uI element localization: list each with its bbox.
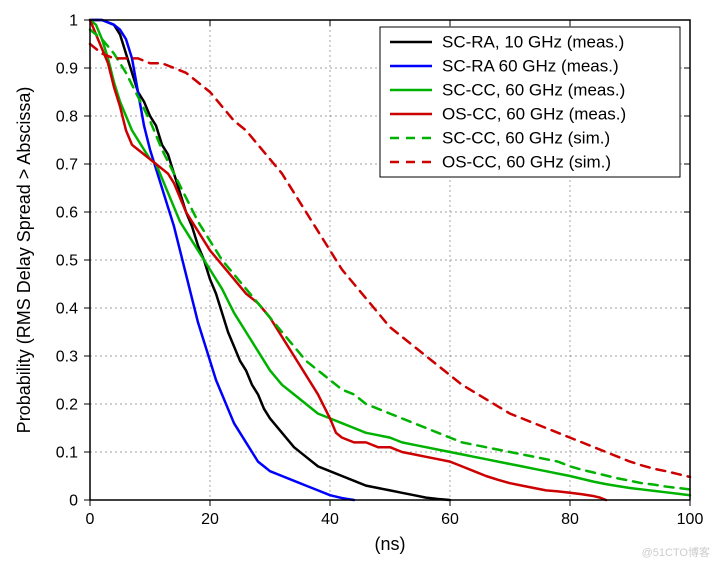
y-tick-label: 0.1 bbox=[56, 444, 78, 461]
chart-container: 0 20 40 60 80 100 0 0.1 0.2 0.3 0.4 0.5 0.6 0.7 0.8 0.9… bbox=[0, 0, 720, 564]
y-tick-label: 0.2 bbox=[56, 396, 78, 413]
x-tick-label: 20 bbox=[201, 511, 219, 528]
x-tick-label: 0 bbox=[86, 511, 95, 528]
x-tick-label: 100 bbox=[677, 511, 704, 528]
y-tick-label: 0.4 bbox=[56, 300, 78, 317]
legend-label: OS-CC, 60 GHz (meas.) bbox=[442, 105, 626, 124]
legend-label: SC-RA, 10 GHz (meas.) bbox=[442, 33, 624, 52]
x-tick-label: 40 bbox=[321, 511, 339, 528]
x-axis-label: (ns) bbox=[375, 534, 406, 554]
legend-label: OS-CC, 60 GHz (sim.) bbox=[442, 153, 611, 172]
y-tick-label: 0.9 bbox=[56, 60, 78, 77]
y-tick-label: 0.7 bbox=[56, 156, 78, 173]
y-tick-label: 1 bbox=[69, 12, 78, 29]
ccdf-chart: 0 20 40 60 80 100 0 0.1 0.2 0.3 0.4 0.5 0.6 0.7 0.8 0.9… bbox=[0, 0, 720, 564]
x-tick-label: 80 bbox=[561, 511, 579, 528]
legend-label: SC-RA 60 GHz (meas.) bbox=[442, 57, 619, 76]
y-tick-label: 0.3 bbox=[56, 348, 78, 365]
legend-label: SC-CC, 60 GHz (meas.) bbox=[442, 81, 625, 100]
watermark-text: @51CTO博客 bbox=[642, 544, 710, 560]
y-tick-label: 0.8 bbox=[56, 108, 78, 125]
y-tick-label: 0.5 bbox=[56, 252, 78, 269]
y-axis-label: Probability (RMS Delay Spread > Abscissa… bbox=[14, 87, 34, 434]
y-tick-label: 0 bbox=[69, 492, 78, 509]
legend-label: SC-CC, 60 GHz (sim.) bbox=[442, 129, 610, 148]
y-tick-label: 0.6 bbox=[56, 204, 78, 221]
x-tick-label: 60 bbox=[441, 511, 459, 528]
